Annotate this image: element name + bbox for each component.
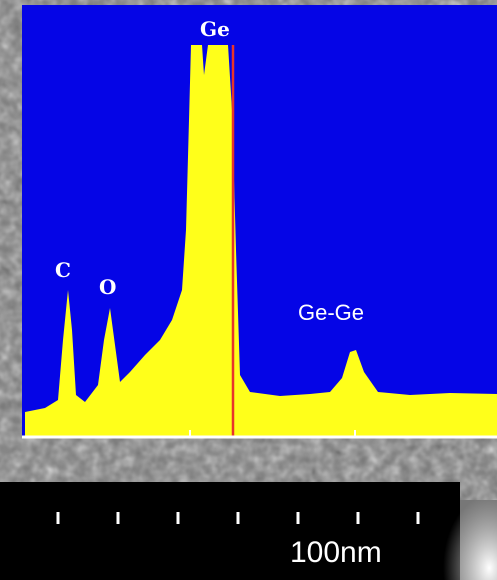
figure: 100nm Ge C O Ge-Ge <box>0 0 497 580</box>
scale-label: 100nm <box>290 536 382 569</box>
peak-label: Ge <box>200 17 230 41</box>
glare <box>420 460 497 580</box>
spectrum-panel <box>22 5 497 438</box>
scale-strip <box>0 482 460 580</box>
peak-label: O <box>99 275 116 299</box>
peak-label: C <box>55 258 71 282</box>
peak-label: Ge-Ge <box>298 300 364 325</box>
